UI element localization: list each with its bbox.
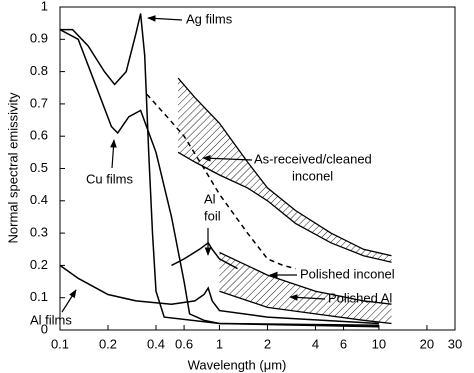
- annotation: Polished inconel: [300, 266, 395, 281]
- x-tick-label: 4: [312, 336, 319, 351]
- x-tick-label: 6: [340, 336, 347, 351]
- y-axis-label: Normal spectral emissivity: [5, 92, 20, 243]
- y-tick-label: 0.4: [30, 192, 48, 207]
- y-tick-label: 0.7: [30, 95, 48, 110]
- annotation-arrow: [147, 15, 183, 22]
- y-tick-label: 0.2: [30, 257, 48, 272]
- annotation-arrow: [289, 294, 326, 301]
- y-tick-label: 0: [41, 321, 48, 336]
- hatched-band: [178, 78, 392, 263]
- annotation: Cu films: [86, 171, 133, 186]
- x-tick-label: 0.1: [51, 336, 69, 351]
- series-line: [59, 264, 379, 325]
- y-tick-label: 0.3: [30, 225, 48, 240]
- band-edge: [219, 251, 392, 305]
- y-tick-label: 0.6: [30, 128, 48, 143]
- y-tick-label: 1: [41, 0, 48, 13]
- annotation: foil: [204, 208, 221, 223]
- band-edge: [177, 77, 392, 257]
- annotation-arrow: [202, 154, 253, 162]
- y-tick-label: 0.9: [30, 31, 48, 46]
- annotation-arrow: [61, 289, 77, 313]
- series-line: [59, 28, 379, 326]
- y-tick-label: 0.8: [30, 63, 48, 78]
- x-tick-label: 2: [264, 336, 271, 351]
- annotation: As-received/cleaned: [254, 151, 372, 166]
- x-tick-label: 30: [448, 336, 462, 351]
- x-tick-label: 0.2: [99, 336, 117, 351]
- x-tick-label: 1: [216, 336, 223, 351]
- band-edge: [219, 290, 392, 325]
- x-tick-label: 0.4: [147, 336, 165, 351]
- annotation: Ag films: [186, 11, 233, 26]
- x-tick-label: 10: [372, 336, 386, 351]
- y-tick-label: 0.1: [30, 289, 48, 304]
- annotation: Al films: [30, 312, 72, 327]
- x-axis-label: Wavelength (μm): [188, 357, 287, 372]
- series-line: [146, 93, 296, 270]
- y-tick-label: 0.5: [30, 160, 48, 175]
- annotation: Polished Al: [328, 290, 392, 305]
- series-line: [60, 13, 379, 328]
- annotation: Al: [204, 191, 216, 206]
- annotation: inconel: [292, 168, 333, 183]
- x-tick-label: 0.6: [175, 336, 193, 351]
- x-tick-label: 20: [420, 336, 434, 351]
- annotation-arrow: [110, 139, 117, 169]
